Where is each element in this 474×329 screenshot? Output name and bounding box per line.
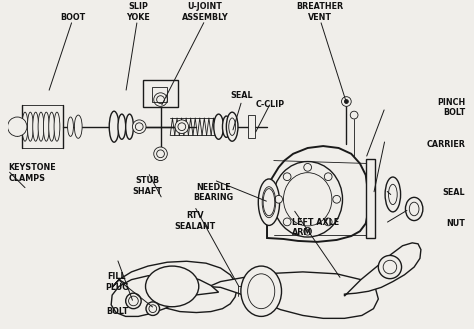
- Text: C-CLIP: C-CLIP: [255, 100, 284, 109]
- Circle shape: [175, 120, 189, 134]
- Text: BOOT: BOOT: [61, 13, 86, 22]
- Ellipse shape: [146, 266, 199, 307]
- Text: KEYSTONE
CLAMPS: KEYSTONE CLAMPS: [9, 163, 56, 183]
- Bar: [152, 87, 167, 103]
- Circle shape: [283, 173, 291, 181]
- Text: BOLT: BOLT: [107, 307, 129, 316]
- Ellipse shape: [38, 112, 44, 141]
- Circle shape: [126, 293, 141, 309]
- Bar: [247, 115, 255, 138]
- Polygon shape: [111, 275, 219, 316]
- Text: U-JOINT
ASSEMBLY: U-JOINT ASSEMBLY: [182, 2, 228, 22]
- Bar: [366, 159, 375, 238]
- Circle shape: [146, 302, 160, 316]
- Text: FILL
PLUG: FILL PLUG: [105, 272, 128, 292]
- Text: PINCH
BOLT: PINCH BOLT: [437, 98, 465, 117]
- Polygon shape: [112, 261, 237, 313]
- Circle shape: [304, 227, 311, 235]
- Circle shape: [304, 164, 311, 171]
- Ellipse shape: [27, 112, 33, 141]
- Ellipse shape: [49, 112, 55, 141]
- Ellipse shape: [33, 112, 38, 141]
- Polygon shape: [267, 146, 368, 242]
- Text: STUB
SHAFT: STUB SHAFT: [133, 176, 163, 195]
- Text: SEAL: SEAL: [443, 188, 465, 196]
- Bar: [143, 80, 178, 107]
- Ellipse shape: [126, 114, 133, 139]
- Text: BREATHER
VENT: BREATHER VENT: [296, 2, 343, 22]
- Ellipse shape: [22, 112, 28, 141]
- Ellipse shape: [222, 116, 230, 137]
- Circle shape: [345, 100, 348, 103]
- Text: RTV
SEALANT: RTV SEALANT: [174, 211, 215, 231]
- Text: LEFT AXLE
ARM: LEFT AXLE ARM: [292, 217, 339, 237]
- Polygon shape: [187, 272, 378, 318]
- Ellipse shape: [68, 117, 73, 137]
- Circle shape: [324, 173, 332, 181]
- Circle shape: [154, 93, 167, 106]
- Ellipse shape: [227, 112, 238, 141]
- Circle shape: [154, 147, 167, 161]
- Text: NUT: NUT: [447, 219, 465, 228]
- Ellipse shape: [118, 114, 126, 139]
- Ellipse shape: [258, 179, 280, 225]
- Ellipse shape: [214, 114, 223, 139]
- Ellipse shape: [109, 111, 119, 142]
- Circle shape: [350, 111, 358, 119]
- Ellipse shape: [273, 162, 343, 237]
- Ellipse shape: [54, 112, 60, 141]
- Ellipse shape: [44, 112, 49, 141]
- Circle shape: [342, 97, 351, 106]
- Circle shape: [8, 117, 27, 137]
- Circle shape: [333, 195, 341, 203]
- Ellipse shape: [241, 266, 282, 316]
- Circle shape: [275, 195, 283, 203]
- Polygon shape: [345, 243, 421, 296]
- Text: NEEDLE
BEARING: NEEDLE BEARING: [193, 183, 233, 202]
- Circle shape: [324, 218, 332, 226]
- Text: SLIP
YOKE: SLIP YOKE: [127, 2, 150, 22]
- Text: SEAL: SEAL: [230, 91, 253, 100]
- Circle shape: [378, 255, 401, 279]
- Ellipse shape: [74, 115, 82, 138]
- Circle shape: [132, 120, 146, 134]
- Circle shape: [283, 218, 291, 226]
- Text: CARRIER: CARRIER: [427, 140, 465, 149]
- Ellipse shape: [405, 197, 423, 220]
- Ellipse shape: [385, 177, 401, 212]
